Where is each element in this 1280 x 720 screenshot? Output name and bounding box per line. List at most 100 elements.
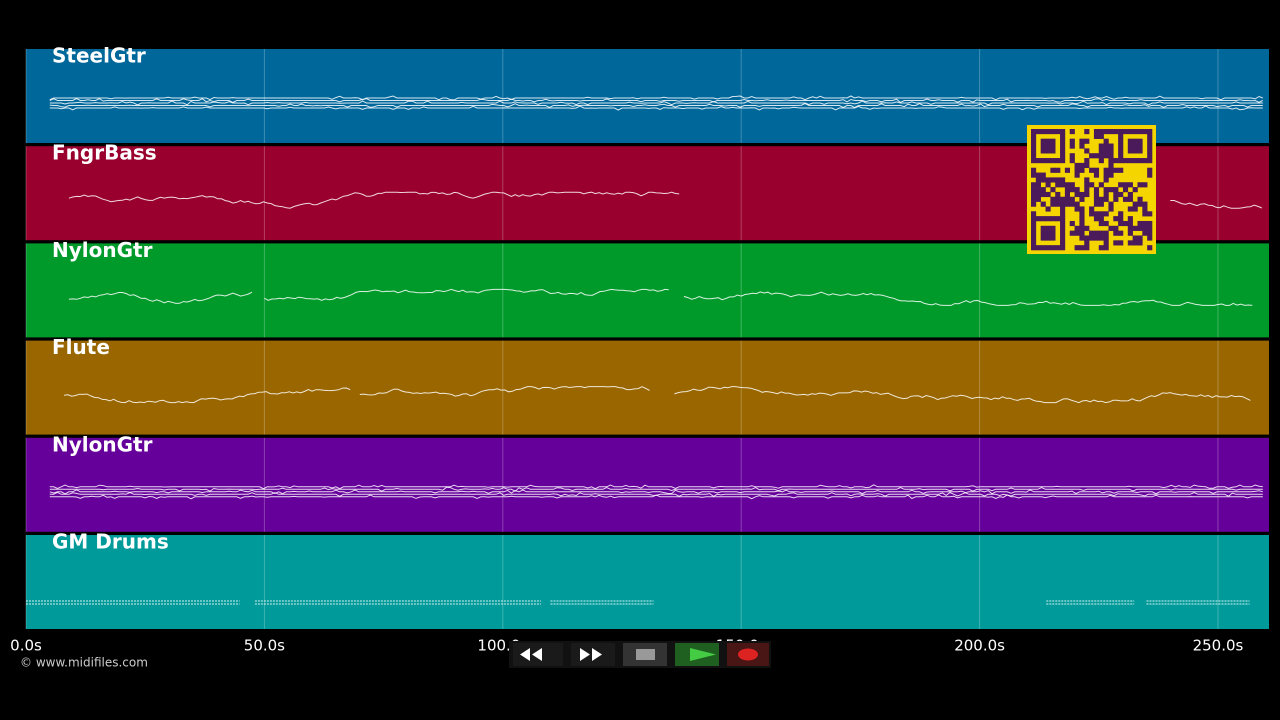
- qr-module: [1137, 225, 1143, 231]
- qr-module: [1050, 216, 1056, 222]
- qr-module: [1035, 196, 1041, 202]
- qr-module: [1045, 138, 1051, 144]
- stop-button[interactable]: [623, 643, 667, 666]
- qr-module: [1055, 167, 1061, 173]
- qr-module: [1079, 162, 1085, 169]
- qr-module: [1050, 187, 1056, 193]
- qr-module: [1060, 206, 1066, 212]
- qr-module: [1113, 129, 1119, 135]
- qr-module: [1089, 211, 1095, 217]
- qr-module: [1098, 148, 1104, 154]
- qr-module: [1064, 167, 1071, 173]
- qr-module: [1069, 158, 1075, 164]
- qr-module: [1074, 172, 1080, 178]
- qr-module: [1093, 230, 1100, 236]
- qr-module: [1050, 230, 1056, 236]
- qr-module: [1118, 148, 1124, 154]
- track-name: SteelGtr: [52, 44, 146, 68]
- qr-module: [1118, 143, 1124, 149]
- qr-module: [1098, 153, 1104, 159]
- qr-module: [1132, 240, 1138, 246]
- qr-module: [1122, 220, 1129, 227]
- qr-module: [1127, 220, 1133, 227]
- qr-module: [1084, 138, 1090, 144]
- qr-module: [1035, 172, 1041, 178]
- qr-module: [1069, 153, 1075, 159]
- qr-module: [1069, 196, 1075, 202]
- qr-module: [1113, 225, 1119, 231]
- qr-module: [1132, 187, 1138, 193]
- qr-module: [1113, 167, 1119, 173]
- qr-module: [1084, 177, 1090, 183]
- qr-module: [1108, 148, 1114, 154]
- qr-module: [1060, 177, 1066, 183]
- note-trace: [49, 494, 1263, 500]
- qr-module: [1040, 187, 1046, 193]
- qr-module: [1035, 187, 1041, 193]
- qr-module: [1055, 245, 1061, 251]
- qr-module: [1093, 211, 1100, 217]
- qr-module: [1103, 211, 1109, 217]
- qr-module: [1060, 230, 1066, 236]
- qr-module: [1118, 138, 1124, 144]
- qr-module: [1079, 230, 1085, 236]
- qr-module: [1108, 201, 1114, 207]
- qr-module: [1098, 245, 1104, 251]
- qr-module: [1040, 148, 1046, 154]
- qr-module: [1118, 158, 1124, 164]
- qr-module: [1060, 138, 1066, 144]
- qr-module: [1103, 153, 1109, 159]
- qr-module: [1074, 191, 1080, 198]
- qr-module: [1084, 245, 1090, 251]
- qr-module: [1069, 187, 1075, 193]
- note-trace: [49, 105, 1263, 111]
- qr-module: [1035, 182, 1041, 188]
- qr-module: [1031, 220, 1037, 227]
- qr-module: [1103, 220, 1109, 227]
- note-trace: [264, 288, 669, 301]
- qr-module: [1084, 148, 1090, 154]
- qr-module: [1045, 143, 1051, 149]
- qr-module: [1122, 187, 1129, 193]
- qr-module: [1050, 167, 1056, 173]
- qr-module: [1069, 201, 1075, 207]
- qr-module: [1137, 143, 1143, 149]
- qr-module: [1118, 230, 1124, 236]
- qr-module: [1045, 182, 1051, 188]
- play-button[interactable]: [675, 643, 719, 666]
- qr-module: [1147, 230, 1153, 236]
- qr-module: [1147, 245, 1153, 251]
- record-button[interactable]: [727, 643, 769, 666]
- qr-module: [1084, 129, 1090, 135]
- note-trace: [49, 100, 1263, 106]
- track-lane: [26, 340, 1269, 435]
- qr-module: [1137, 138, 1143, 144]
- qr-module: [1040, 129, 1046, 135]
- fast-forward-button[interactable]: [571, 643, 615, 666]
- qr-module: [1040, 201, 1046, 207]
- qr-module: [1045, 158, 1051, 164]
- qr-module: [1108, 225, 1114, 231]
- qr-module: [1031, 148, 1037, 154]
- qr-module: [1098, 235, 1104, 241]
- qr-module: [1031, 158, 1037, 164]
- qr-module: [1031, 225, 1037, 231]
- qr-module: [1113, 240, 1119, 246]
- qr-module: [1103, 235, 1109, 241]
- qr-module: [1064, 187, 1071, 193]
- qr-module: [1118, 133, 1124, 139]
- qr-module: [1079, 167, 1085, 173]
- qr-module: [1079, 196, 1085, 202]
- qr-module: [1118, 182, 1124, 188]
- note-trace: [49, 489, 1263, 495]
- qr-module: [1089, 153, 1095, 159]
- rewind-button[interactable]: [513, 643, 563, 666]
- qr-module: [1127, 216, 1133, 222]
- qr-module: [1098, 211, 1104, 217]
- qr-module: [1147, 211, 1153, 217]
- qr-module: [1060, 240, 1066, 246]
- qr-module: [1118, 216, 1124, 222]
- qr-module: [1074, 245, 1080, 251]
- x-tick-label: 50.0s: [244, 637, 285, 655]
